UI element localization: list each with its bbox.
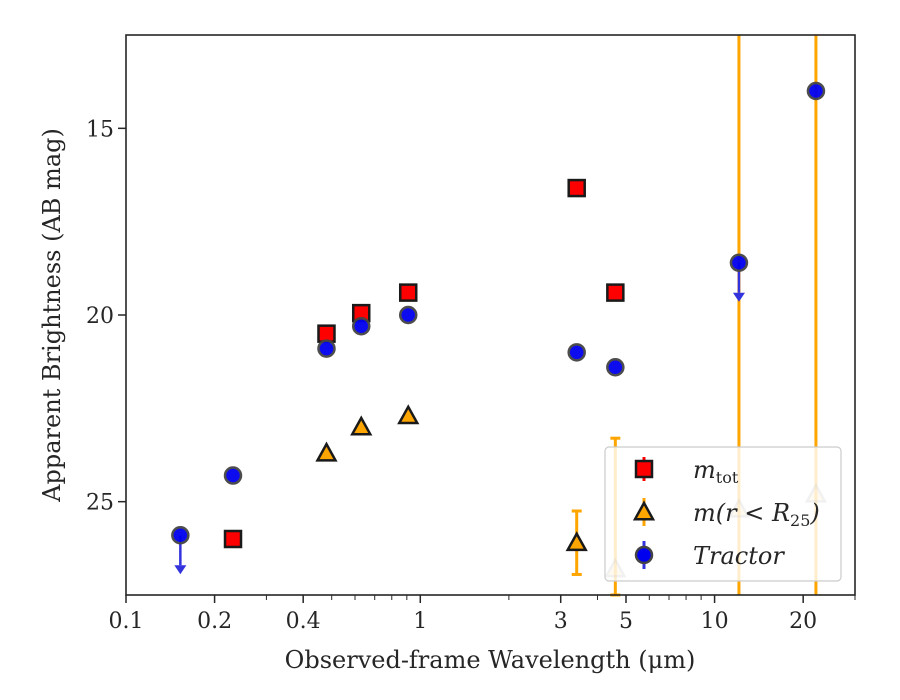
square-point [317, 324, 336, 343]
circle-point [729, 253, 749, 272]
x-tick-label: 0.1 [109, 609, 144, 634]
y-tick-label: 15 [86, 117, 114, 142]
x-tick-label: 5 [619, 609, 633, 634]
legend-label: mtot [693, 456, 739, 487]
circle-point [351, 316, 371, 336]
x-tick-label: 3 [554, 609, 568, 634]
y-tick-label: 25 [86, 491, 114, 516]
legend-box [604, 446, 842, 582]
circle-point [806, 81, 826, 101]
legend-triangle-marker [632, 500, 656, 521]
triangle-point [397, 404, 420, 425]
square-point [398, 283, 418, 302]
y-axis-label: Apparent Brightness (AB mag) [38, 128, 66, 503]
legend-square-marker [634, 459, 654, 479]
triangle-point [565, 531, 588, 552]
legend-circle-marker [634, 545, 654, 565]
legend-label: Tractor [693, 542, 785, 570]
circle-point [398, 305, 418, 325]
arrow-head [174, 565, 187, 575]
x-tick-label: 0.2 [197, 609, 232, 634]
circle-point [317, 339, 336, 358]
square-point [223, 529, 243, 549]
legend: mtot m(r < R25) Tractor [604, 446, 842, 582]
circle-point [171, 526, 190, 545]
triangle-point [350, 415, 373, 436]
arrow-head [732, 292, 745, 302]
square-point [606, 283, 625, 302]
x-tick-label: 1 [413, 609, 427, 634]
legend-label: m(r < R25) [693, 499, 820, 530]
circle-point [567, 343, 586, 362]
x-tick-label: 20 [789, 609, 817, 634]
circle-point [606, 358, 625, 377]
x-axis-label: Observed-frame Wavelength (μm) [285, 646, 696, 674]
axes: 0.1 0.2 0.4 1 3 5 10 20 15 20 25 [86, 34, 856, 634]
square-point [567, 178, 586, 198]
x-tick-label: 0.4 [286, 609, 321, 634]
x-tick-label: 10 [701, 609, 729, 634]
y-tick-label: 20 [86, 304, 114, 329]
circle-point [223, 466, 243, 485]
triangle-point [315, 441, 338, 462]
